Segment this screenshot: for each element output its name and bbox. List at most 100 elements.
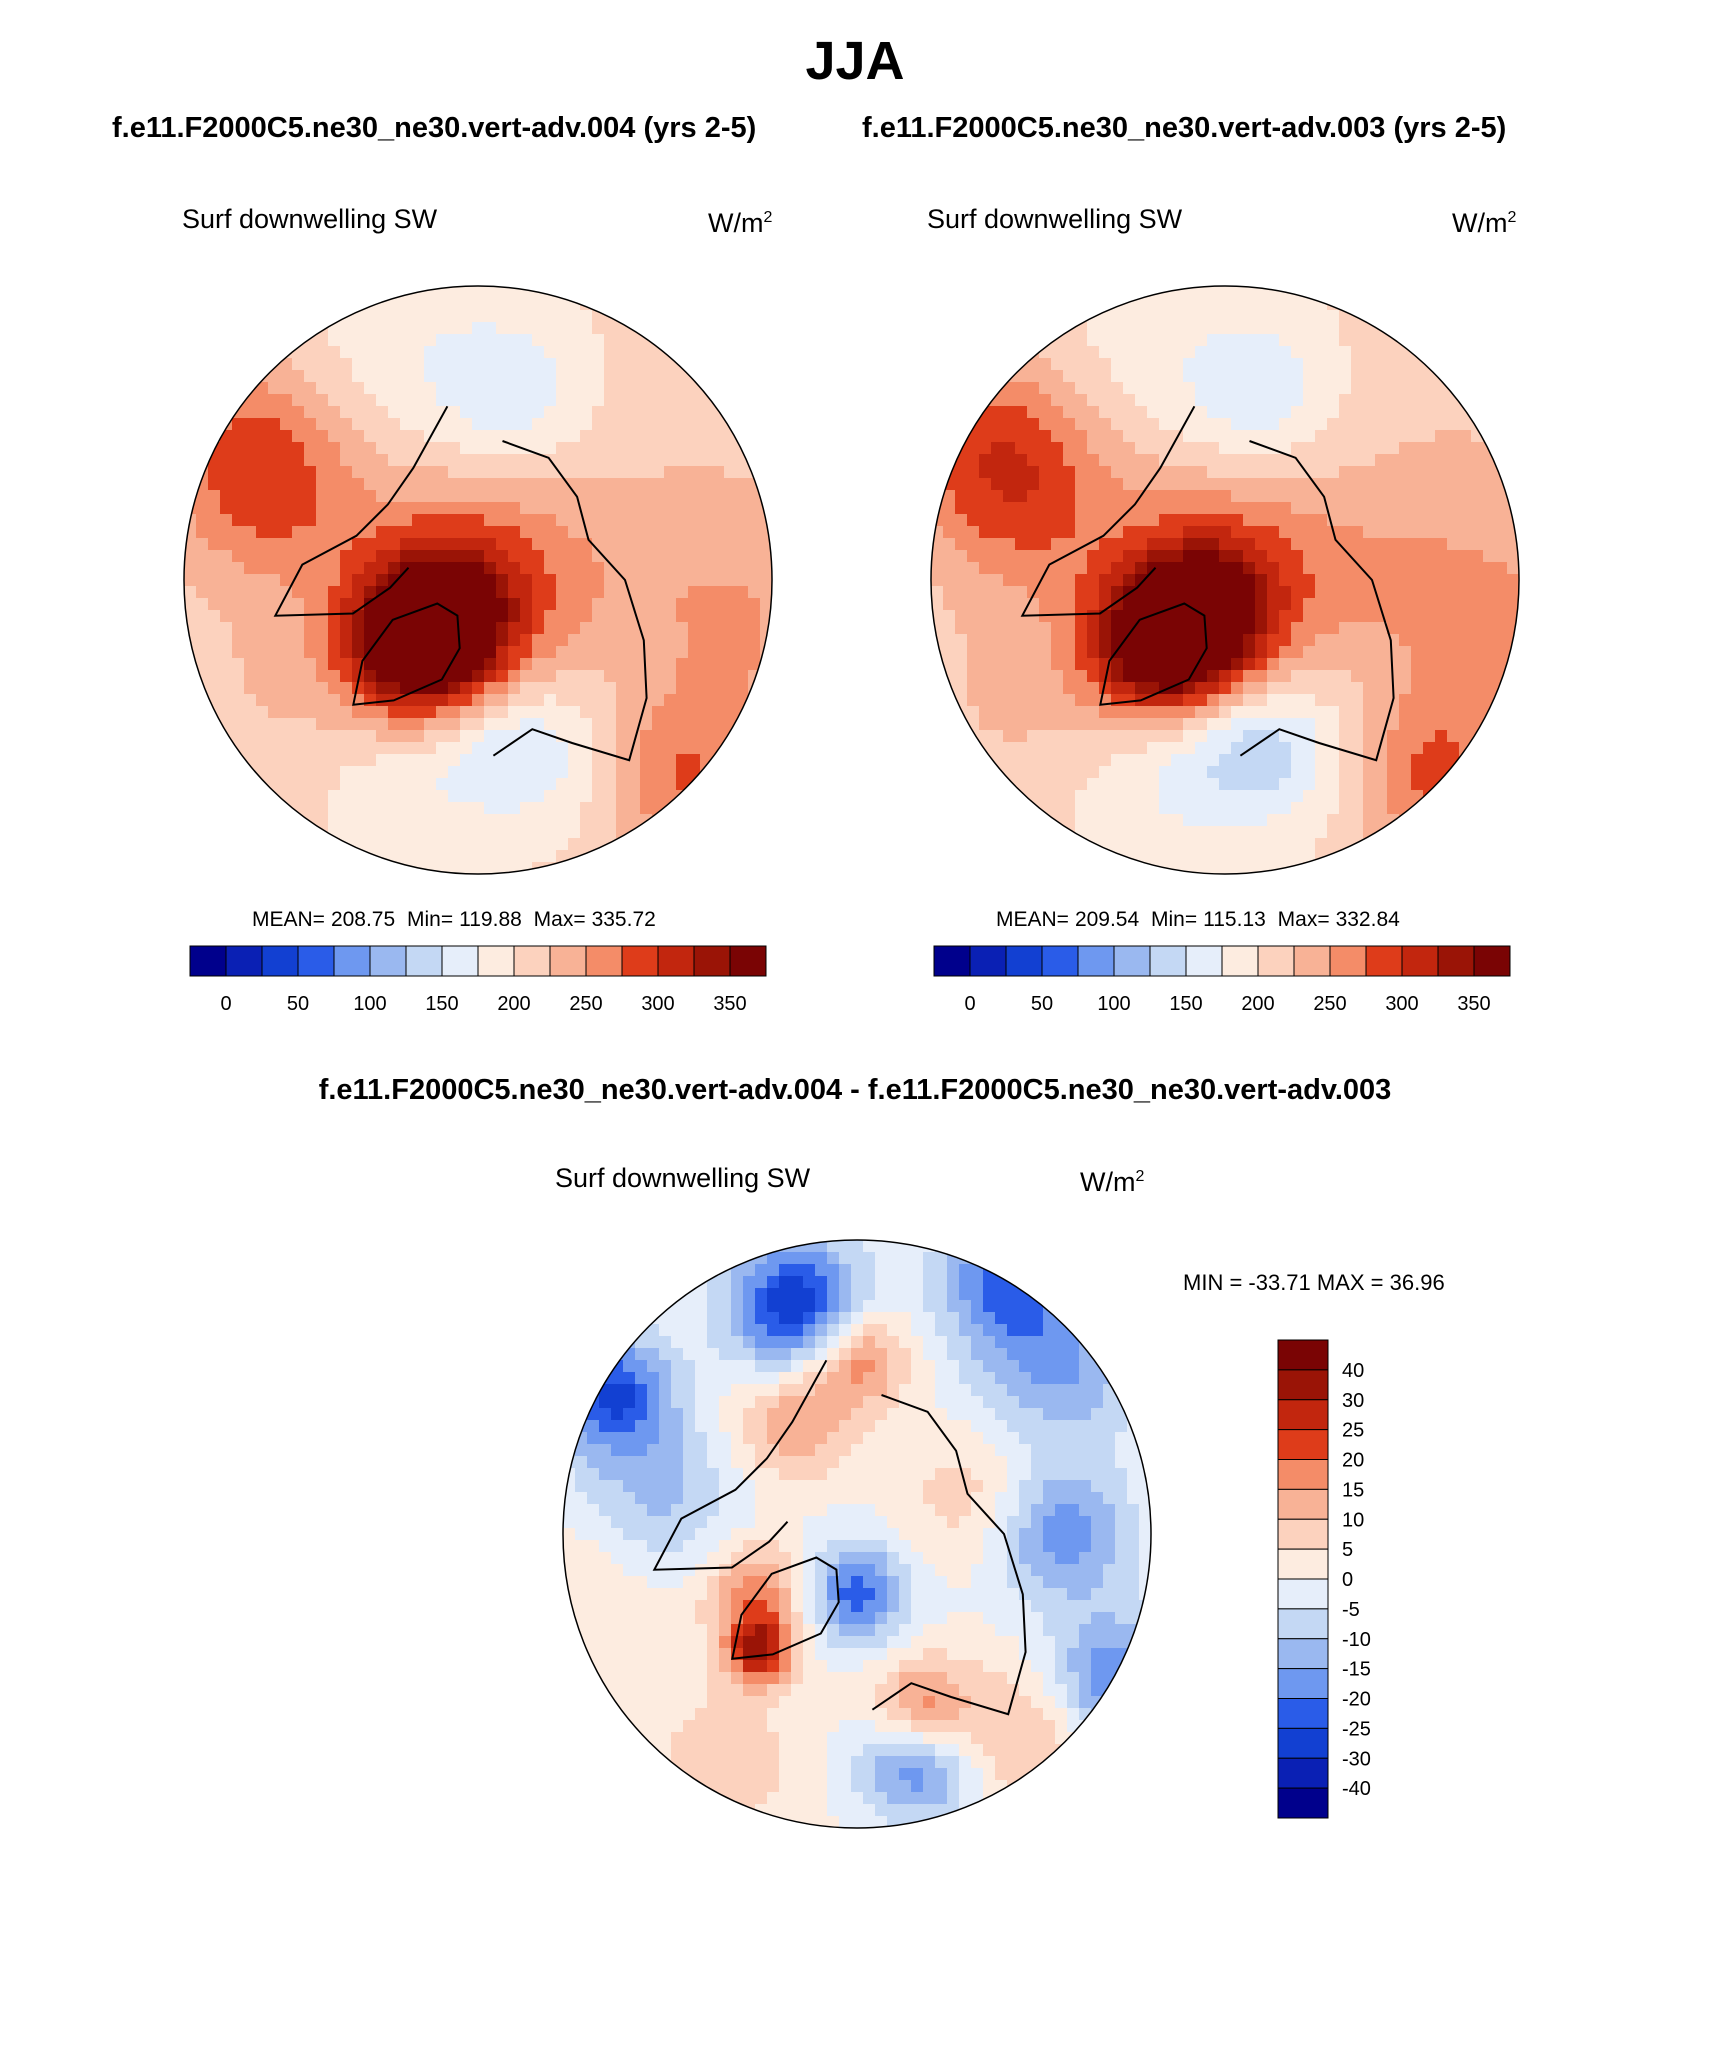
field-cell bbox=[1459, 706, 1472, 719]
field-cell bbox=[1303, 814, 1316, 827]
field-cell bbox=[1135, 622, 1148, 635]
field-cell bbox=[1183, 502, 1196, 515]
field-cell bbox=[1351, 490, 1364, 503]
field-cell bbox=[256, 766, 269, 779]
field-cell bbox=[460, 298, 473, 311]
field-cell bbox=[1087, 694, 1100, 707]
field-cell bbox=[604, 526, 617, 539]
field-cell bbox=[1159, 838, 1172, 851]
field-cell bbox=[1471, 634, 1484, 647]
field-cell bbox=[959, 1300, 972, 1313]
field-cell bbox=[1147, 802, 1160, 815]
field-cell bbox=[700, 778, 713, 791]
field-cell bbox=[635, 1432, 648, 1445]
field-cell bbox=[1363, 334, 1376, 347]
field-cell bbox=[803, 1396, 816, 1409]
field-cell bbox=[1315, 766, 1328, 779]
field-cell bbox=[1147, 430, 1160, 443]
field-cell bbox=[1135, 586, 1148, 599]
field-cell bbox=[1043, 1372, 1056, 1385]
field-cell bbox=[1339, 322, 1352, 335]
field-cell bbox=[1123, 466, 1136, 479]
field-cell bbox=[1127, 1504, 1140, 1517]
field-cell bbox=[1279, 826, 1292, 839]
field-cell bbox=[839, 1324, 852, 1337]
field-cell bbox=[412, 730, 425, 743]
field-cell bbox=[664, 610, 677, 623]
field-cell bbox=[1435, 766, 1448, 779]
field-cell bbox=[1303, 334, 1316, 347]
field-cell bbox=[1087, 418, 1100, 431]
field-cell bbox=[652, 562, 665, 575]
field-cell bbox=[695, 1324, 708, 1337]
field-cell bbox=[1159, 502, 1172, 515]
field-cell bbox=[1231, 634, 1244, 647]
field-cell bbox=[196, 562, 209, 575]
field-cell bbox=[400, 430, 413, 443]
field-cell bbox=[1123, 394, 1136, 407]
field-cell bbox=[863, 1408, 876, 1421]
field-cell bbox=[1315, 658, 1328, 671]
field-cell bbox=[520, 778, 533, 791]
field-cell bbox=[979, 610, 992, 623]
field-cell bbox=[755, 1432, 768, 1445]
field-cell bbox=[1027, 358, 1040, 371]
field-cell bbox=[1099, 646, 1112, 659]
field-cell bbox=[1387, 514, 1400, 527]
field-cell bbox=[1423, 670, 1436, 683]
field-cell bbox=[1207, 358, 1220, 371]
field-cell bbox=[875, 1468, 888, 1481]
field-cell bbox=[340, 538, 353, 551]
field-cell bbox=[1243, 826, 1256, 839]
field-cell bbox=[184, 478, 197, 491]
field-cell bbox=[1423, 682, 1436, 695]
field-cell bbox=[448, 346, 461, 359]
field-cell bbox=[635, 1312, 648, 1325]
field-cell bbox=[1483, 550, 1496, 563]
field-cell bbox=[1099, 826, 1112, 839]
field-cell bbox=[568, 322, 581, 335]
field-cell bbox=[340, 550, 353, 563]
field-cell bbox=[736, 718, 749, 731]
field-cell bbox=[1243, 466, 1256, 479]
field-cell bbox=[340, 478, 353, 491]
field-cell bbox=[700, 562, 713, 575]
field-cell bbox=[196, 538, 209, 551]
field-cell bbox=[1495, 502, 1508, 515]
field-cell bbox=[1423, 442, 1436, 455]
field-cell bbox=[1015, 706, 1028, 719]
field-cell bbox=[599, 1432, 612, 1445]
field-cell bbox=[592, 790, 605, 803]
field-cell bbox=[955, 586, 968, 599]
field-cell bbox=[1063, 490, 1076, 503]
field-cell bbox=[839, 1468, 852, 1481]
field-cell bbox=[1007, 1360, 1020, 1373]
field-cell bbox=[244, 658, 257, 671]
field-cell bbox=[1147, 562, 1160, 575]
field-cell bbox=[1019, 1396, 1032, 1409]
field-cell bbox=[863, 1420, 876, 1433]
field-cell bbox=[1183, 370, 1196, 383]
field-cell bbox=[1019, 1492, 1032, 1505]
field-cell bbox=[1351, 778, 1364, 791]
field-cell bbox=[568, 286, 581, 299]
field-cell bbox=[1135, 778, 1148, 791]
field-cell bbox=[520, 670, 533, 683]
field-cell bbox=[1399, 526, 1412, 539]
field-cell bbox=[292, 358, 305, 371]
field-cell bbox=[971, 1276, 984, 1289]
field-cell bbox=[580, 598, 593, 611]
field-cell bbox=[1087, 790, 1100, 803]
field-cell bbox=[1447, 646, 1460, 659]
field-cell bbox=[991, 646, 1004, 659]
field-cell bbox=[1111, 622, 1124, 635]
field-cell bbox=[388, 466, 401, 479]
field-cell bbox=[1243, 442, 1256, 455]
field-cell bbox=[1207, 598, 1220, 611]
field-cell bbox=[724, 598, 737, 611]
field-cell bbox=[1495, 562, 1508, 575]
field-cell bbox=[544, 838, 557, 851]
field-cell bbox=[671, 1360, 684, 1373]
field-cell bbox=[1363, 694, 1376, 707]
field-cell bbox=[1051, 490, 1064, 503]
